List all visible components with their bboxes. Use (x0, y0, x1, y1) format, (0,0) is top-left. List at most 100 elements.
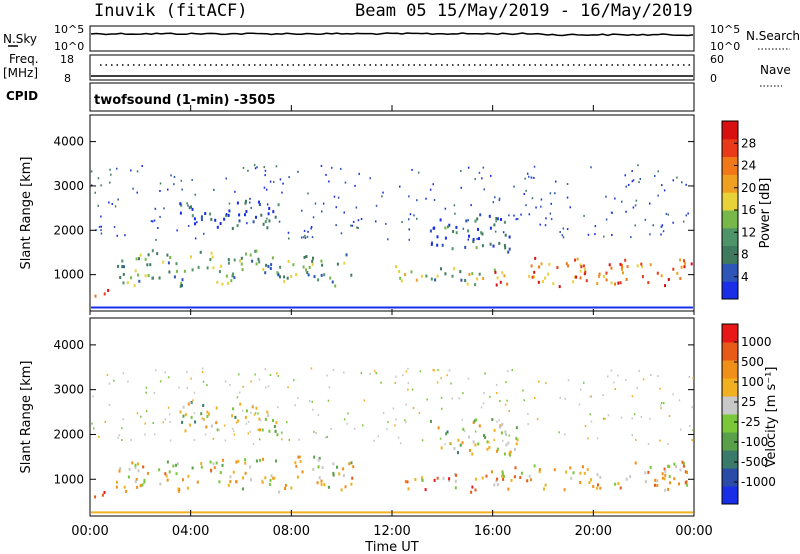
scatter-point (377, 435, 379, 438)
scatter-point (279, 275, 281, 279)
scatter-point (318, 456, 321, 460)
scatter-point (344, 485, 347, 489)
scatter-point (468, 272, 471, 276)
scatter-point (318, 476, 321, 480)
scatter-point (254, 412, 257, 415)
colorbar-tick-label: 1000 (741, 335, 772, 349)
scatter-point (187, 225, 190, 227)
scatter-point (462, 392, 464, 395)
scatter-point (598, 272, 601, 276)
scatter-point (352, 465, 355, 469)
scatter-point (508, 214, 510, 217)
scatter-point (269, 478, 272, 482)
scatter-point (539, 223, 541, 226)
scatter-point (282, 182, 284, 185)
scatter-point (691, 439, 693, 442)
scatter-point (583, 214, 585, 217)
scatter-point (94, 495, 97, 499)
scatter-point (127, 380, 129, 383)
scatter-point (631, 417, 633, 420)
scatter-point (242, 166, 245, 169)
scatter-point (587, 437, 589, 440)
scatter-point (267, 414, 270, 417)
scatter-point (429, 188, 432, 191)
scatter-point (413, 214, 415, 217)
scatter-point (273, 180, 275, 183)
scatter-point (392, 407, 395, 410)
scatter-point (566, 228, 569, 231)
scatter-point (484, 372, 486, 375)
scatter-point (335, 224, 337, 227)
scatter-point (504, 233, 507, 237)
scatter-point (320, 273, 323, 277)
scatter-point (544, 483, 547, 487)
scatter-point (200, 218, 203, 221)
scatter-point (312, 256, 314, 260)
scatter-point (134, 480, 137, 484)
scatter-point (483, 392, 485, 394)
scatter-point (394, 424, 396, 427)
scatter-point (538, 265, 541, 269)
scatter-point (258, 203, 261, 206)
scatter-point (467, 229, 470, 233)
scatter-point (191, 214, 194, 218)
scatter-point (200, 462, 203, 466)
scatter-point (644, 218, 647, 221)
scatter-point (487, 441, 490, 444)
scatter-point (683, 265, 686, 269)
scatter-point (493, 223, 496, 227)
scatter-point (657, 375, 659, 378)
colorbar-segment (722, 468, 738, 487)
scatter-point (237, 459, 240, 463)
scatter-point (100, 229, 102, 232)
y-tick-label: 2000 (53, 427, 84, 441)
scatter-point (125, 489, 128, 493)
scatter-point (227, 258, 230, 262)
scatter-point (541, 280, 544, 283)
scatter-point (614, 388, 616, 391)
scatter-point (659, 404, 662, 407)
scatter-point (245, 409, 248, 413)
scatter-point (579, 481, 582, 484)
scatter-point (599, 475, 602, 479)
colorbar-segment (722, 450, 738, 469)
scatter-point (258, 438, 261, 441)
scatter-point (503, 220, 506, 224)
scatter-point (432, 183, 434, 186)
scatter-point (564, 433, 566, 436)
scatter-point (317, 278, 320, 282)
scatter-point (662, 230, 665, 233)
scatter-point (402, 374, 404, 377)
scatter-point (181, 420, 184, 424)
scatter-point (630, 236, 632, 239)
scatter-point (663, 402, 665, 404)
scatter-point (297, 455, 300, 459)
scatter-point (660, 274, 663, 278)
scatter-point (656, 271, 659, 275)
scatter-point (91, 422, 93, 425)
scatter-point (345, 253, 348, 257)
scatter-point (356, 226, 358, 229)
scatter-point (535, 206, 537, 209)
scatter-point (515, 442, 518, 446)
scatter-point (381, 195, 383, 198)
scatter-point (130, 276, 133, 280)
scatter-point (504, 452, 506, 456)
scatter-point (625, 278, 628, 281)
scatter-point (268, 207, 271, 210)
scatter-point (614, 282, 616, 286)
scatter-point (337, 196, 340, 199)
scatter-point (103, 292, 106, 296)
scatter-point (116, 480, 118, 484)
scatter-point (467, 377, 470, 380)
scatter-point (244, 415, 247, 419)
scatter-point (437, 369, 439, 372)
scatter-point (251, 404, 254, 407)
scatter-point (317, 414, 320, 417)
scatter-point (624, 174, 626, 177)
colorbar-tick-label: 24 (741, 159, 756, 173)
scatter-point (152, 422, 154, 424)
scatter-point (679, 277, 682, 280)
scatter-point (298, 438, 300, 441)
scatter-point (250, 478, 252, 482)
